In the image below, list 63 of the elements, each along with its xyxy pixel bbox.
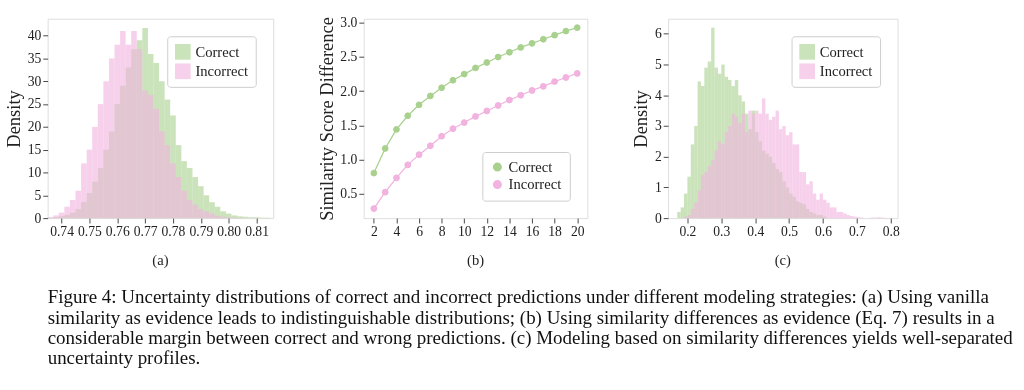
x-tick-label: 6 <box>416 224 424 240</box>
legend-label: Correct <box>195 43 240 60</box>
y-tick-label: 1 <box>654 179 662 195</box>
y-tick-label: 2.5 <box>340 49 358 65</box>
y-tick-label: 0 <box>34 210 42 226</box>
y-tick-label: 15 <box>27 142 42 158</box>
y-tick-label: 5 <box>34 187 42 203</box>
y-tick-label: 30 <box>27 73 42 89</box>
x-tick-label: 20 <box>570 224 585 240</box>
x-tick-label: 0.2 <box>679 224 697 240</box>
x-tick-label: 0.76 <box>105 224 130 240</box>
y-axis-title: Similarity Score Difference <box>316 17 337 221</box>
legend-label: Incorrect <box>508 176 562 193</box>
x-tick-label: 0.8 <box>882 224 900 240</box>
x-tick-label: 0.4 <box>747 224 765 240</box>
y-tick-label: 2.0 <box>340 83 358 99</box>
text: (c) <box>774 251 792 269</box>
legend-label: Correct <box>819 43 864 60</box>
y-tick-label: 2 <box>654 149 662 165</box>
x-tick-label: 0.79 <box>189 224 214 240</box>
x-tick-label: 16 <box>525 224 540 240</box>
x-tick-label: 4 <box>393 224 401 240</box>
legend-label: Incorrect <box>195 63 249 80</box>
y-tick-label: 1.5 <box>340 117 358 133</box>
y-tick-label: 6 <box>654 26 662 42</box>
y-tick-label: 0.5 <box>340 185 358 201</box>
x-tick-label: 0.6 <box>814 224 833 240</box>
x-tick-label: 0.77 <box>133 224 158 240</box>
x-tick-label: 10 <box>457 224 472 240</box>
caption: Figure 4: Uncertainty distributions of correct and incorrect predictions under different modeling strategies: (a) Using vanilla <box>47 286 990 309</box>
text: considerable margin between correct and wrong predictions. (c) Modeling based on similarity differences yields well-separated <box>47 327 1014 350</box>
text: (b) <box>467 251 485 269</box>
y-axis-title: Density <box>631 89 652 148</box>
y-tick-label: 1.0 <box>340 151 358 167</box>
y-tick-label: 25 <box>27 96 42 112</box>
x-tick-label: 0.3 <box>713 224 731 240</box>
y-tick-label: 35 <box>27 50 42 66</box>
x-tick-label: 0.81 <box>245 224 269 240</box>
y-tick-label: 3 <box>654 118 662 134</box>
x-tick-label: 14 <box>503 224 517 240</box>
text: similarity as evidence leads to indistinguishable distributions; (b) Using similarity differences as evidence (Eq. 7) results in a <box>47 306 996 329</box>
text: uncertainty profiles. <box>47 347 201 369</box>
legend-label: Correct <box>508 158 553 175</box>
y-tick-label: 5 <box>654 56 662 72</box>
y-tick-label: 10 <box>27 164 42 180</box>
x-tick-label: 0.7 <box>848 224 867 240</box>
x-tick-label: 0.78 <box>161 224 186 240</box>
y-tick-label: 3.0 <box>340 15 358 31</box>
x-tick-label: 8 <box>438 224 446 240</box>
x-tick-label: 0.5 <box>781 224 799 240</box>
x-tick-label: 2 <box>370 224 378 240</box>
x-tick-label: 0.75 <box>78 224 103 240</box>
legend-label: Incorrect <box>819 63 873 80</box>
text: (a) <box>152 251 169 269</box>
y-tick-label: 4 <box>654 87 662 103</box>
y-tick-label: 20 <box>27 119 42 135</box>
y-tick-label: 0 <box>654 210 662 226</box>
x-tick-label: 0.74 <box>50 224 75 240</box>
y-axis-title: Density <box>3 89 24 148</box>
x-tick-label: 12 <box>480 224 495 240</box>
x-tick-label: 18 <box>548 224 563 240</box>
y-tick-label: 40 <box>27 28 42 44</box>
x-tick-label: 0.80 <box>217 224 242 240</box>
